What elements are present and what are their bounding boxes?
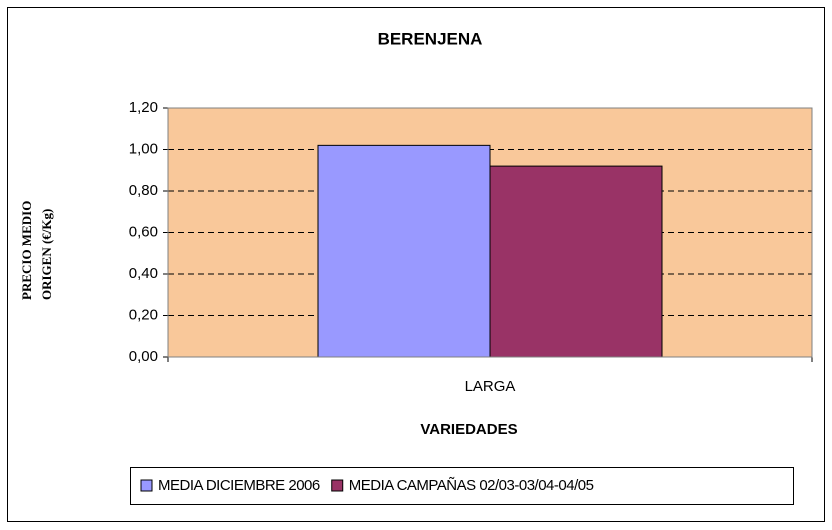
y-tick-label: 1,00	[129, 140, 158, 157]
legend	[130, 467, 794, 505]
legend-label: MEDIA DICIEMBRE 2006	[158, 477, 320, 494]
y-axis-title-line: ORIGEN (€/Kg)	[39, 209, 54, 300]
y-tick-label: 1,20	[129, 99, 158, 116]
bar	[489, 165, 663, 358]
y-tick-label: 0,00	[129, 348, 158, 365]
x-axis-title: VARIEDADES	[420, 421, 517, 438]
y-tick-label: 0,60	[129, 223, 158, 240]
y-tick-label: 0,20	[129, 306, 158, 323]
plot-border	[167, 107, 813, 358]
x-tick-label: LARGA	[465, 378, 516, 395]
y-tick-label: 0,40	[129, 265, 158, 282]
legend-swatch	[331, 479, 344, 492]
legend-label: MEDIA CAMPAÑAS 02/03-03/04-04/05	[349, 477, 594, 494]
chart-title: BERENJENA	[378, 29, 483, 48]
y-tick-label: 0,80	[129, 182, 158, 199]
y-axis-title: PRECIO MEDIO ORIGEN (€/Kg)	[19, 201, 54, 300]
legend-swatch	[140, 479, 153, 492]
y-axis-title-line: PRECIO MEDIO	[19, 201, 34, 300]
bar	[317, 144, 491, 358]
